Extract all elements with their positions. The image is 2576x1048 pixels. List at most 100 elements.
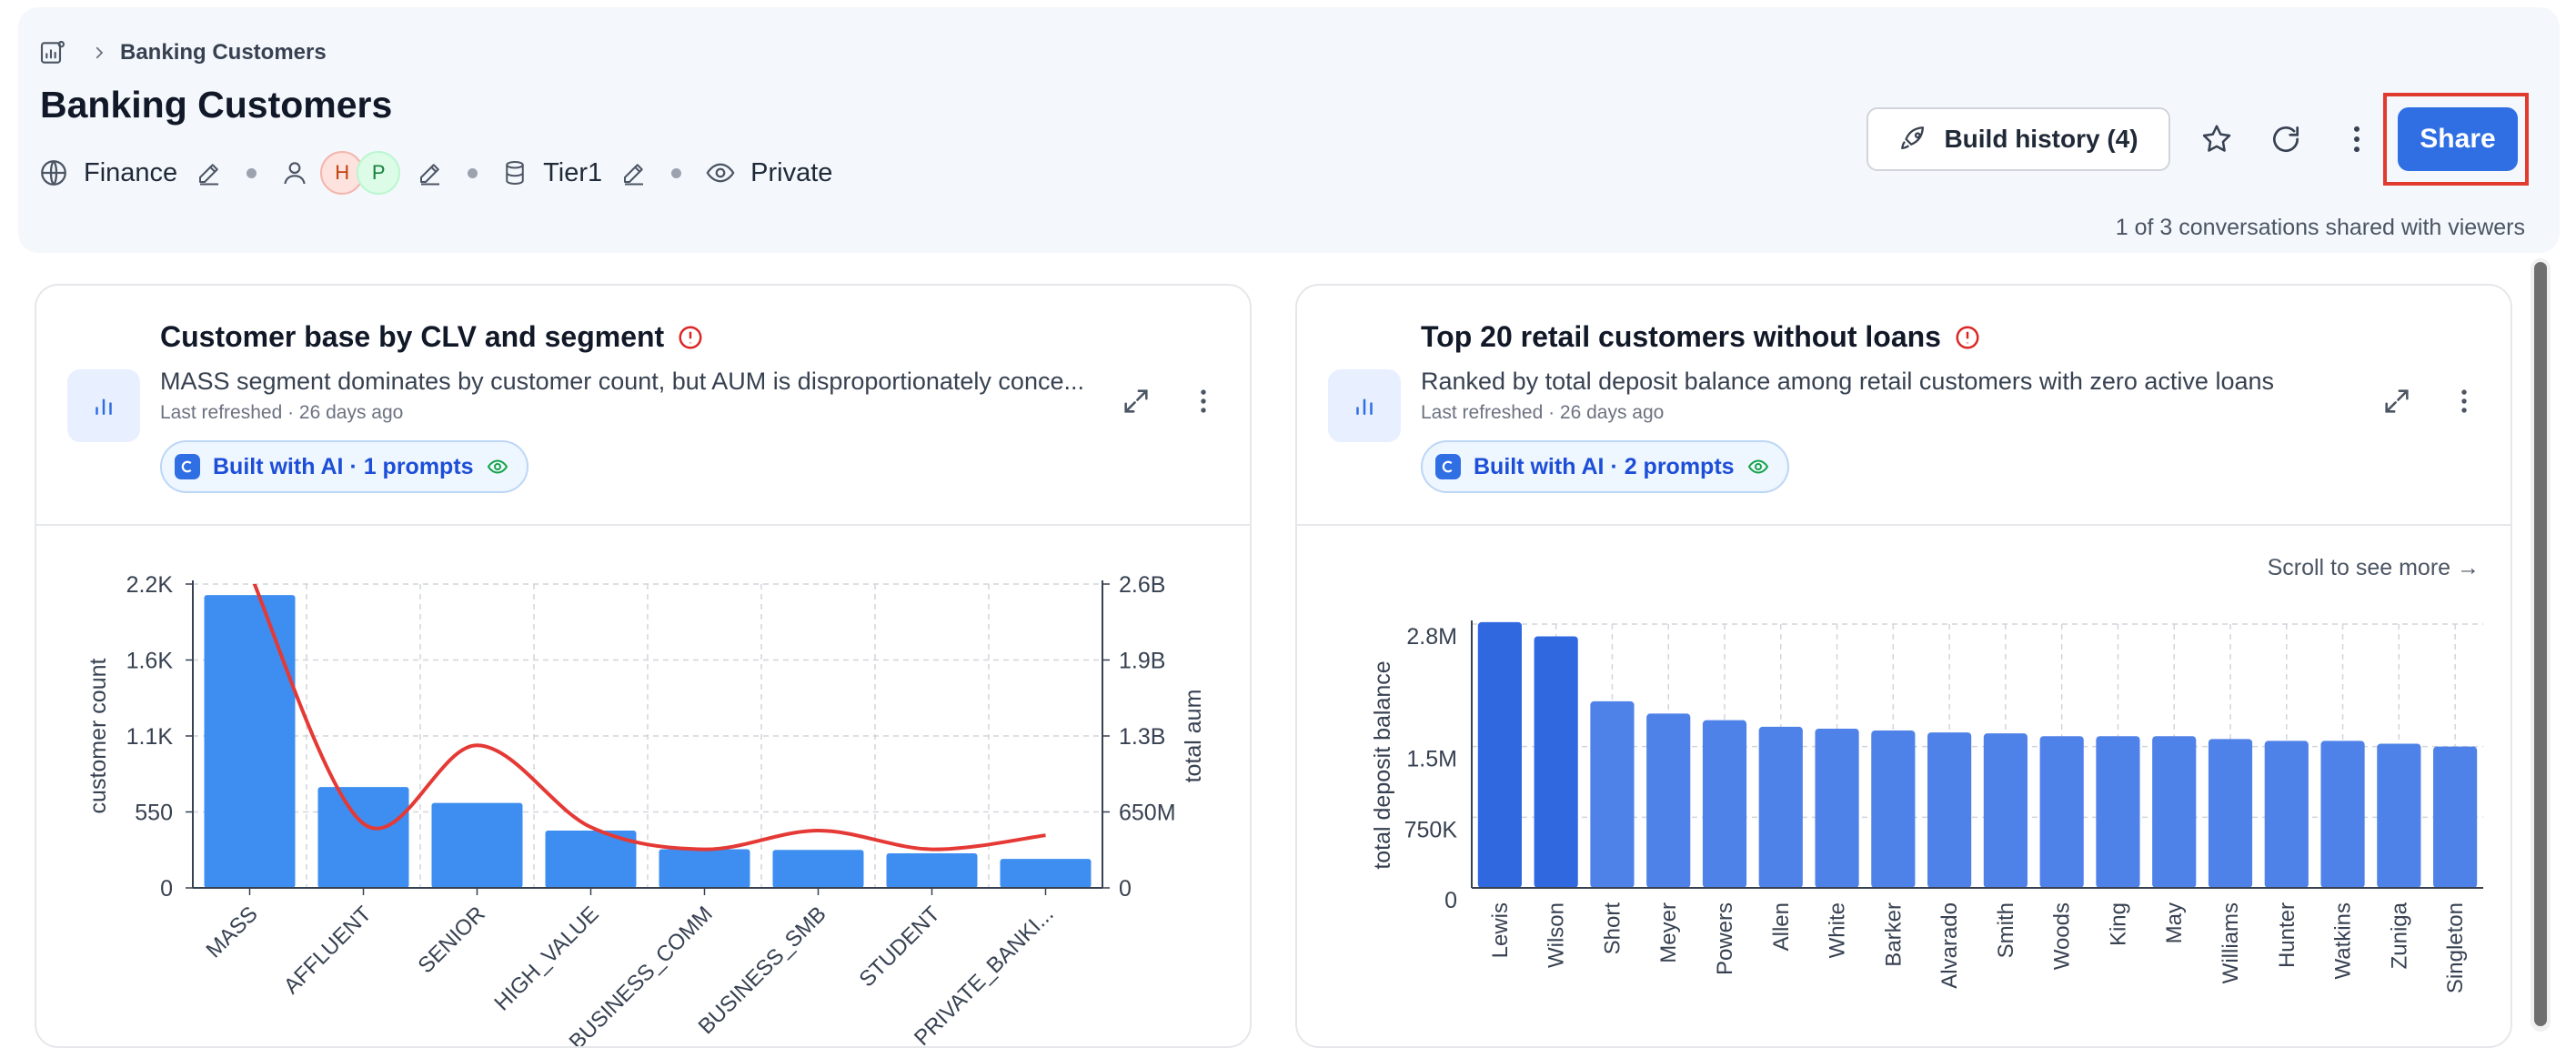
bar: [1590, 700, 1635, 888]
more-vertical-icon[interactable]: [2340, 122, 2374, 156]
x-tick-label: SENIOR: [414, 902, 490, 978]
x-tick-label: STUDENT: [855, 902, 945, 992]
refresh-icon[interactable]: [2269, 122, 2303, 156]
bar: [317, 787, 409, 888]
bar: [431, 802, 523, 888]
database-icon: [501, 159, 528, 186]
bar: [2377, 743, 2421, 888]
share-highlight: [2383, 93, 2529, 186]
edit-tier-icon[interactable]: [620, 159, 648, 186]
avatar[interactable]: P: [357, 151, 401, 195]
build-history-label: Build history (4): [1944, 125, 2138, 153]
x-tick-label: Wilson: [1545, 902, 1569, 968]
more-vertical-icon[interactable]: [1188, 386, 1219, 417]
x-tick-label: Zuniga: [2387, 902, 2411, 969]
bar: [1477, 621, 1522, 888]
bar: [2039, 736, 2084, 888]
x-tick-label: Alvarado: [1937, 902, 1962, 989]
x-tick-label: BUSINESS_SMB: [694, 902, 831, 1039]
bar: [772, 850, 864, 888]
avatar[interactable]: H: [320, 151, 365, 195]
bar: [2096, 736, 2140, 888]
y2-tick-label: 0: [1119, 876, 1132, 902]
ai-pill-label: Built with AI · 1 prompts: [213, 453, 474, 479]
alert-circle-icon[interactable]: [677, 324, 704, 351]
built-with-ai-pill[interactable]: Built with AI · 2 prompts: [1421, 440, 1789, 493]
user-icon: [280, 158, 309, 187]
card-header: Customer base by CLV and segment MASS se…: [36, 286, 1250, 526]
globe-icon: [38, 157, 69, 188]
chart-top-retail: 0 750K 1.5M 2.8M Lewis Wilson Short Meyer Powers…: [1370, 620, 2483, 993]
y-tick-label: 1.6K: [126, 649, 174, 674]
scroll-hint[interactable]: Scroll to see more →: [2267, 555, 2480, 580]
x-tick-label: White: [1826, 902, 1850, 958]
visibility-label[interactable]: Private: [750, 157, 833, 187]
y2-tick-label: 1.9B: [1119, 649, 1165, 674]
y2-axis-label: total aum: [1181, 690, 1206, 783]
y-axis-label: total deposit balance: [1370, 660, 1395, 869]
card-description: Ranked by total deposit balance among re…: [1421, 368, 2274, 395]
y-axis-label: customer count: [86, 658, 111, 813]
x-tick-label: Woods: [2050, 902, 2075, 970]
page-scrollbar-thumb[interactable]: [2534, 262, 2547, 1026]
bar: [1871, 731, 1916, 888]
bar: [2433, 746, 2478, 888]
bar: [2264, 741, 2309, 888]
x-tick-label: AFFLUENT: [279, 902, 377, 999]
built-with-ai-pill[interactable]: Built with AI · 1 prompts: [160, 440, 528, 493]
page-title: Banking Customers: [40, 84, 393, 126]
alert-circle-icon[interactable]: [1954, 324, 1981, 351]
ai-logo-icon: [1435, 454, 1461, 479]
breadcrumb: Banking Customers: [38, 35, 327, 71]
more-vertical-icon[interactable]: [2449, 386, 2480, 417]
bar: [1815, 728, 1859, 888]
x-tick-label: Short: [1600, 902, 1625, 955]
bar: [1646, 713, 1691, 888]
bar-chart-icon: [67, 369, 140, 442]
x-tick-label: HIGH_VALUE: [489, 902, 603, 1015]
rocket-icon: [1898, 124, 1929, 155]
y-tick-label: 0: [1444, 888, 1457, 913]
bar: [1534, 636, 1578, 888]
bar: [1983, 733, 2028, 888]
x-tick-label: King: [2106, 902, 2130, 946]
eye-icon: [705, 157, 736, 188]
card-actions: [2381, 386, 2480, 417]
breadcrumb-current[interactable]: Banking Customers: [120, 40, 327, 65]
build-history-button[interactable]: Build history (4): [1867, 107, 2170, 171]
x-tick-label: MASS: [202, 902, 263, 962]
y-tick-label: 750K: [1404, 817, 1458, 842]
bar: [204, 595, 296, 888]
edit-owners-icon[interactable]: [417, 159, 444, 186]
share-button[interactable]: Share: [2398, 107, 2518, 171]
expand-icon[interactable]: [1121, 386, 1152, 417]
chart-card-clv-segment: Customer base by CLV and segment MASS se…: [35, 284, 1252, 1048]
x-tick-label: Watkins: [2331, 902, 2356, 979]
y-tick-label: 550: [135, 801, 173, 826]
card-title[interactable]: Top 20 retail customers without loans: [1421, 320, 1981, 354]
x-tick-label: Hunter: [2275, 902, 2299, 968]
x-tick-label: May: [2162, 902, 2187, 943]
x-tick-label: Allen: [1769, 902, 1794, 951]
bar-chart-icon: [1328, 369, 1401, 442]
last-refreshed: Last refreshed · 26 days ago: [160, 402, 404, 423]
x-tick-label: Barker: [1881, 902, 1906, 967]
dashboard-icon[interactable]: [38, 38, 67, 67]
expand-icon[interactable]: [2381, 386, 2412, 417]
card-title[interactable]: Customer base by CLV and segment: [160, 320, 704, 354]
chart-card-top-retail: Top 20 retail customers without loans Ra…: [1295, 284, 2512, 1048]
chart-clv-segment: 0 550 1.1K 1.6K 2.2K 0 650M 1.3B 1.9B 2.6B MASS AFF…: [86, 572, 1206, 1046]
x-tick-label: Lewis: [1488, 902, 1513, 958]
star-icon[interactable]: [2199, 122, 2234, 156]
bar: [1702, 720, 1747, 888]
bar: [1758, 726, 1803, 888]
separator-dot: [247, 167, 257, 178]
separator-dot: [468, 167, 478, 178]
bar: [2152, 736, 2197, 888]
bar: [1927, 732, 1972, 888]
bar: [886, 853, 978, 888]
series-line: [252, 584, 1046, 852]
edit-domain-icon[interactable]: [196, 159, 223, 186]
bar: [659, 849, 750, 888]
x-tick-label: Meyer: [1656, 902, 1681, 963]
